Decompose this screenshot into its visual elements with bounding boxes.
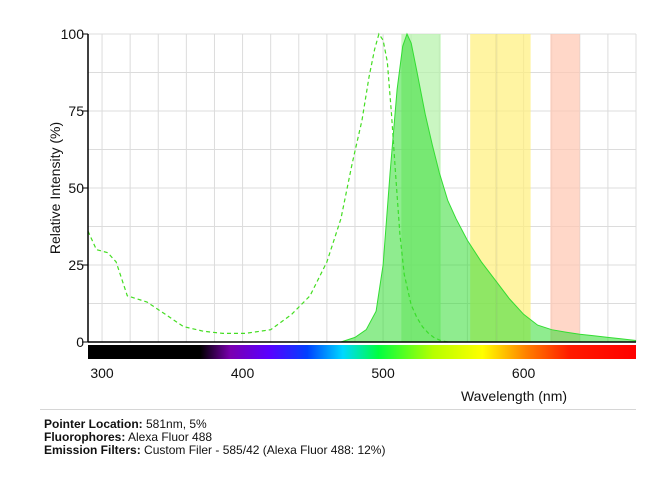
emission-area (340, 34, 636, 342)
info-panel: Pointer Location: 581nm, 5% Fluorophores… (44, 418, 385, 457)
pointer-location-row: Pointer Location: 581nm, 5% (44, 418, 385, 431)
x-tick-label: 500 (371, 365, 395, 381)
y-tick-label: 0 (76, 334, 84, 350)
fluorophores-label: Fluorophores: (44, 430, 126, 444)
fluorophores-value: Alexa Fluor 488 (125, 430, 213, 444)
wavelength-color-bar (88, 345, 636, 359)
fluorophores-row: Fluorophores: Alexa Fluor 488 (44, 431, 385, 444)
y-tick-label: 75 (68, 103, 84, 119)
y-tick-labels: 0 25 50 75 100 (61, 26, 88, 350)
x-tick-label: 400 (231, 365, 255, 381)
divider (40, 409, 636, 410)
y-tick-label: 25 (68, 257, 84, 273)
spectra (87, 32, 637, 343)
x-tick-label: 300 (90, 365, 114, 381)
x-axis-label: Wavelength (nm) (461, 388, 567, 404)
emission-filters-label: Emission Filters: (44, 443, 141, 457)
filter-band (550, 34, 580, 342)
y-tick-label: 100 (61, 26, 85, 42)
emission-line (340, 32, 637, 343)
pointer-location-label: Pointer Location: (44, 417, 143, 431)
pointer-location-value: 581nm, 5% (142, 417, 207, 431)
y-axis-label: Relative Intensity (%) (47, 122, 63, 254)
y-tick-label: 50 (68, 180, 84, 196)
x-tick-label: 600 (512, 365, 536, 381)
emission-filters-row: Emission Filters: Custom Filer - 585/42 … (44, 444, 385, 457)
x-tick-labels: 300 400 500 600 (90, 365, 535, 381)
emission-filters-value: Custom Filer - 585/42 (Alexa Fluor 488: … (140, 443, 386, 457)
